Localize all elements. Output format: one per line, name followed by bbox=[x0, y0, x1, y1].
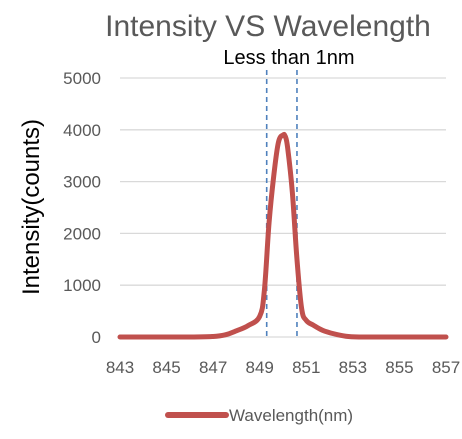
x-tick-label-855: 855 bbox=[385, 358, 413, 377]
grid bbox=[120, 77, 446, 338]
x-tick-label-845: 845 bbox=[152, 358, 180, 377]
y-tick-label-5000: 5000 bbox=[63, 69, 101, 88]
x-axis-ticks: 843 845 847 849 851 853 855 857 bbox=[106, 358, 460, 377]
series-layer bbox=[117, 131, 449, 340]
x-tick-label-851: 851 bbox=[292, 358, 320, 377]
y-tick-label-4000: 4000 bbox=[63, 121, 101, 140]
x-tick-label-849: 849 bbox=[246, 358, 274, 377]
x-tick-label-857: 857 bbox=[432, 358, 460, 377]
chart-annotation: Less than 1nm bbox=[223, 47, 354, 69]
legend-label: Wavelength(nm) bbox=[229, 406, 353, 425]
x-tick-label-843: 843 bbox=[106, 358, 134, 377]
y-axis-label: Intensity(counts) bbox=[18, 119, 45, 295]
y-tick-label-3000: 3000 bbox=[63, 173, 101, 192]
x-tick-label-853: 853 bbox=[339, 358, 367, 377]
y-tick-label-2000: 2000 bbox=[63, 224, 101, 243]
legend: Wavelength(nm) bbox=[165, 406, 353, 425]
y-axis-ticks: 0 1000 2000 3000 4000 5000 bbox=[63, 69, 101, 347]
x-tick-label-847: 847 bbox=[199, 358, 227, 377]
series-line-1 bbox=[117, 131, 449, 340]
y-tick-label-1000: 1000 bbox=[63, 276, 101, 295]
y-tick-label-0: 0 bbox=[92, 328, 101, 347]
chart-title: Intensity VS Wavelength bbox=[105, 10, 431, 43]
